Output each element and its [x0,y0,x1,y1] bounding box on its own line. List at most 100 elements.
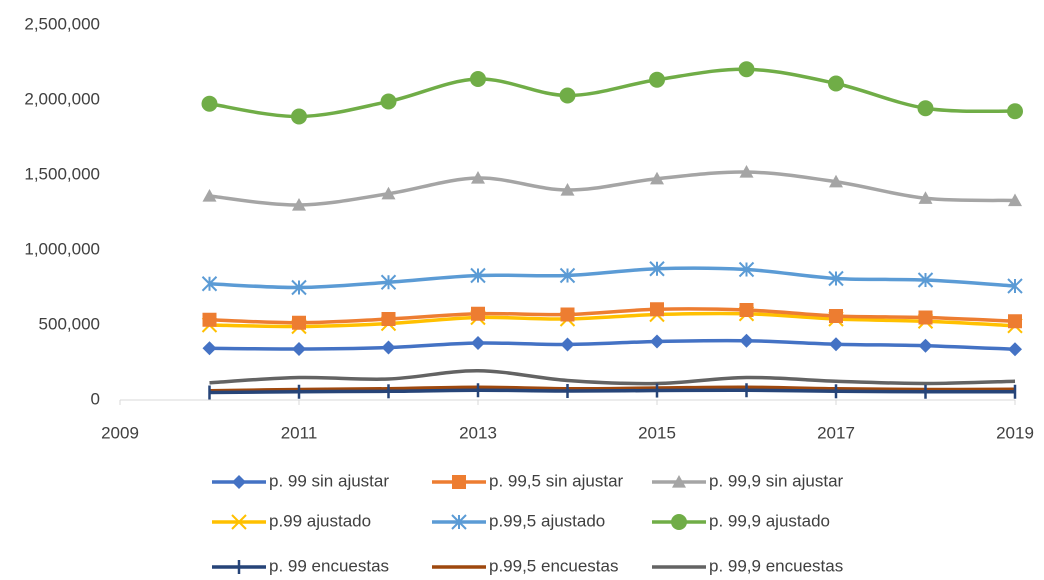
marker [917,272,934,288]
marker-shape [201,95,218,112]
marker [292,198,306,211]
marker-shape [649,261,665,277]
marker [470,71,486,87]
marker [381,186,396,200]
marker [739,303,754,317]
legend-item: p. 99,5 sin ajustar [432,471,624,490]
legend-label: p. 99 sin ajustar [269,471,389,490]
marker [1008,193,1022,207]
marker-shape [232,475,246,489]
marker [202,312,217,327]
legend-item: p. 99,9 ajustado [652,511,830,530]
marker [918,191,933,204]
marker-shape [738,261,755,278]
marker [649,71,665,88]
legend-item: p. 99 encuestas [212,556,389,575]
marker-shape [828,75,844,92]
marker [201,95,218,112]
marker [829,309,843,323]
marker-shape [231,514,247,530]
marker [738,261,755,278]
marker [650,334,664,349]
marker [380,93,397,110]
marker-shape [672,475,686,488]
marker-shape [292,198,306,211]
x-tick-label: 2013 [459,423,497,442]
series-line [209,307,1016,325]
marker-shape [292,342,306,356]
y-tick-label: 500,000 [39,314,100,333]
marker [918,310,933,325]
marker [202,341,217,356]
legend-label: p.99,5 encuestas [489,556,618,575]
marker [739,165,754,178]
marker-shape [559,267,576,284]
marker-shape [829,174,843,188]
marker-shape [1007,103,1023,120]
marker [201,276,218,292]
marker-shape [917,100,934,117]
marker [738,61,755,78]
marker-shape [671,514,687,530]
marker [451,514,467,530]
y-tick-label: 0 [91,389,100,408]
marker [292,315,306,330]
marker-shape [650,302,664,317]
marker [560,307,575,322]
marker [560,183,575,196]
marker-shape [452,475,466,489]
y-tick-label: 1,500,000 [24,164,100,183]
marker-shape [918,191,933,204]
marker [650,171,664,185]
marker-shape [201,276,218,292]
series-line [209,266,1016,290]
marker-shape [739,165,754,178]
marker [739,333,754,348]
marker-shape [650,171,664,185]
marker-shape [1008,314,1022,329]
marker [918,338,933,353]
marker-shape [291,279,307,296]
legend-label: p. 99,9 encuestas [709,556,843,575]
marker-shape [649,71,665,88]
marker [671,514,687,530]
legend-label: p.99,5 ajustado [489,511,605,530]
x-tick-label: 2019 [996,423,1034,442]
legend-item: p.99,5 encuestas [432,556,618,575]
marker [1007,278,1023,294]
series-line [209,67,1016,119]
series-line [209,311,1016,329]
marker-shape [738,61,755,78]
marker [560,337,575,352]
marker-shape [291,108,307,125]
marker-shape [202,189,217,202]
marker [231,514,247,530]
marker-shape [918,310,933,325]
marker [470,267,486,284]
marker [1007,103,1023,120]
marker [292,342,306,356]
marker [471,171,485,184]
marker [232,475,246,489]
marker [380,274,397,290]
legend-item: p.99,5 ajustado [432,511,605,530]
marker-shape [451,514,467,530]
marker [828,75,844,92]
marker [1008,314,1022,329]
series-line [209,368,1016,386]
marker [559,267,576,284]
marker-shape [202,312,217,327]
legend-item: p. 99 sin ajustar [212,471,389,490]
legend-label: p. 99,5 sin ajustar [489,471,624,490]
marker-shape [380,93,397,110]
legend-label: p. 99,9 ajustado [709,511,830,530]
marker-shape [560,183,575,196]
marker-shape [829,309,843,323]
marker-shape [739,303,754,317]
series-line [209,170,1016,207]
marker-shape [470,71,486,87]
marker-shape [739,333,754,348]
x-tick-label: 2017 [817,423,855,442]
legend-label: p. 99 encuestas [269,556,389,575]
